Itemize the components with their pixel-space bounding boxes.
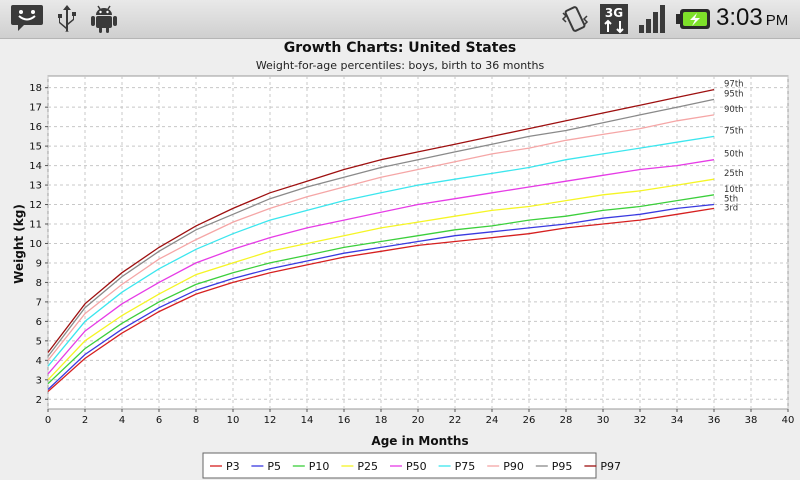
grid-lines [47, 76, 789, 409]
y-tick-label: 18 [29, 83, 42, 94]
end-label-25th: 25th [724, 169, 744, 179]
end-label-5th: 5th [724, 195, 738, 205]
x-axis-ticks: 0 2 4 6 8 10 12 14 16 18 20 22 24 26 28 30 32 34 36 38 40 [45, 409, 795, 426]
series-line-p10 [47, 194, 715, 385]
x-tick-label: 6 [156, 415, 162, 426]
end-label-75th: 75th [724, 126, 744, 136]
chart-title: Growth Charts: United States [284, 40, 517, 56]
chart-subtitle: Weight-for-age percentiles: boys, birth … [256, 59, 545, 72]
legend-label-p97: P97 [600, 460, 621, 473]
vibrate-icon [561, 6, 589, 32]
network-label: 3G [605, 6, 623, 20]
status-bar: 3G 3:03 PM [0, 0, 800, 39]
y-tick-label: 9 [36, 258, 42, 269]
y-tick-label: 10 [29, 239, 42, 250]
end-label-95th: 95th [724, 89, 744, 99]
y-tick-label: 4 [36, 356, 42, 367]
end-label-90th: 90th [724, 105, 744, 115]
x-tick-label: 4 [119, 415, 125, 426]
legend-label-p10: P10 [309, 460, 330, 473]
y-tick-label: 7 [36, 297, 42, 308]
legend-label-p50: P50 [406, 460, 427, 473]
x-tick-label: 20 [412, 415, 425, 426]
series-line-p97 [47, 88, 715, 353]
android-debug-icon[interactable] [88, 3, 120, 35]
growth-chart-panel: Growth Charts: United States Weight-for-… [0, 39, 800, 480]
y-tick-label: 5 [36, 336, 42, 347]
y-tick-label: 16 [29, 122, 42, 133]
x-tick-label: 16 [338, 415, 351, 426]
x-tick-label: 34 [671, 415, 684, 426]
y-tick-label: 12 [29, 200, 42, 211]
end-label-3rd: 3rd [724, 204, 738, 214]
x-tick-label: 22 [449, 415, 462, 426]
end-label-10th: 10th [724, 185, 744, 195]
y-tick-label: 6 [36, 317, 42, 328]
growth-chart: Growth Charts: United States Weight-for-… [12, 40, 795, 479]
x-tick-label: 38 [745, 415, 758, 426]
legend-label-p25: P25 [357, 460, 378, 473]
y-tick-label: 11 [29, 220, 42, 231]
x-tick-label: 8 [193, 415, 199, 426]
clock[interactable]: 3:03 PM [716, 4, 788, 32]
y-tick-label: 3 [36, 375, 42, 386]
x-tick-label: 0 [45, 415, 51, 426]
signal-icon [639, 5, 665, 33]
y-axis-label: Weight (kg) [12, 204, 26, 284]
x-tick-label: 12 [264, 415, 277, 426]
end-label-50th: 50th [724, 150, 744, 160]
clock-am-pm: PM [765, 12, 789, 29]
x-tick-label: 32 [634, 415, 647, 426]
legend-label-p5: P5 [267, 460, 281, 473]
y-tick-label: 13 [29, 181, 42, 192]
battery-charging-icon [676, 9, 710, 29]
usb-icon[interactable] [52, 3, 82, 35]
y-tick-label: 2 [36, 395, 42, 406]
clock-time: 3:03 [716, 4, 763, 31]
legend-label-p3: P3 [226, 460, 240, 473]
x-tick-label: 30 [597, 415, 610, 426]
series-line-p3 [47, 207, 715, 392]
series-line-p25 [47, 178, 715, 381]
legend-label-p75: P75 [455, 460, 476, 473]
y-tick-label: 15 [29, 142, 42, 153]
network-3g-icon: 3G [600, 4, 628, 34]
x-tick-label: 36 [708, 415, 721, 426]
x-tick-label: 26 [523, 415, 536, 426]
series-line-p95 [47, 98, 715, 357]
x-tick-label: 24 [486, 415, 499, 426]
x-tick-label: 14 [301, 415, 314, 426]
y-tick-label: 14 [29, 161, 42, 172]
x-axis-label: Age in Months [371, 434, 468, 448]
legend-label-p90: P90 [503, 460, 524, 473]
end-label-97th: 97th [724, 80, 744, 90]
x-tick-label: 10 [227, 415, 240, 426]
y-tick-label: 17 [29, 103, 42, 114]
y-tick-label: 8 [36, 278, 42, 289]
x-tick-label: 18 [375, 415, 388, 426]
series-line-p5 [47, 203, 715, 390]
series-lines [47, 88, 715, 392]
series-line-p90 [47, 114, 715, 361]
legend: P3 P5 P10 P25 P50 P75 P90 P95 P97 [202, 452, 621, 479]
x-tick-label: 2 [82, 415, 88, 426]
legend-label-p95: P95 [552, 460, 573, 473]
y-axis-ticks: 2 3 4 5 6 7 8 9 10 11 12 13 14 15 16 17 18 [29, 83, 48, 406]
series-line-p75 [47, 135, 715, 367]
x-tick-label: 28 [560, 415, 573, 426]
series-line-p50 [47, 159, 715, 375]
x-tick-label: 40 [782, 415, 795, 426]
notification-icon[interactable] [10, 3, 44, 33]
